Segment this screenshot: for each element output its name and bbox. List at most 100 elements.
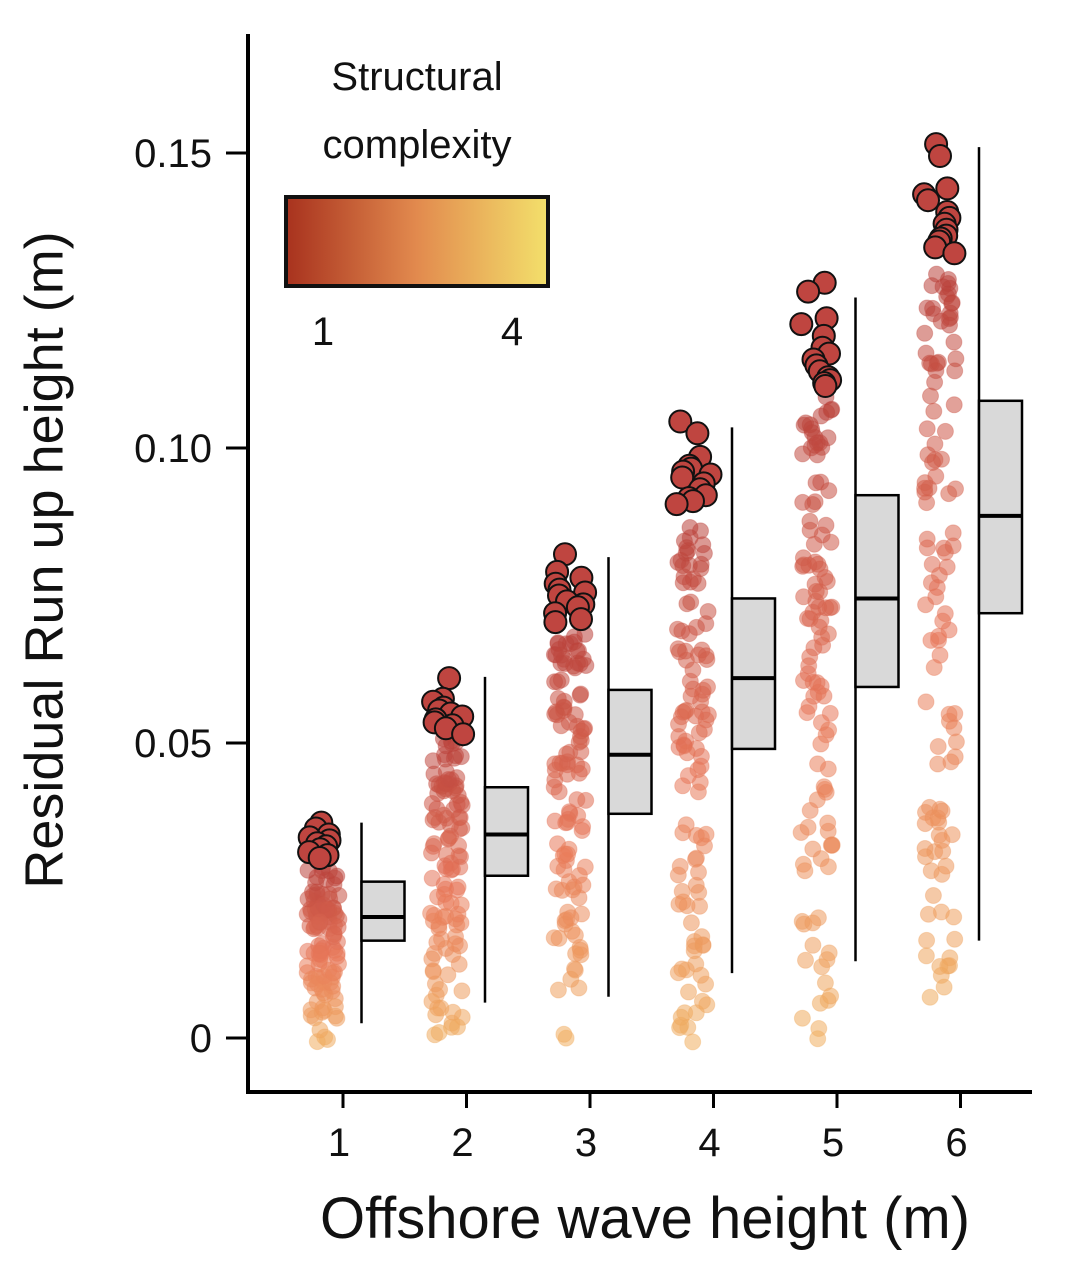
box bbox=[360, 880, 406, 942]
data-point bbox=[669, 866, 687, 884]
data-point bbox=[557, 814, 575, 832]
data-point bbox=[318, 900, 336, 918]
outlier-point bbox=[664, 492, 689, 517]
data-point bbox=[311, 913, 329, 931]
legend-title-line1: Structural bbox=[331, 55, 502, 99]
data-point bbox=[553, 646, 570, 664]
data-point bbox=[918, 420, 936, 438]
data-point bbox=[567, 945, 585, 963]
data-point bbox=[328, 867, 346, 885]
data-point bbox=[329, 918, 347, 936]
data-point bbox=[916, 324, 934, 342]
data-point bbox=[927, 588, 945, 606]
data-point bbox=[550, 929, 568, 947]
data-point bbox=[813, 958, 831, 976]
data-point bbox=[917, 848, 934, 866]
data-point bbox=[449, 787, 467, 804]
data-point bbox=[818, 573, 836, 590]
data-point bbox=[669, 640, 687, 658]
data-point bbox=[570, 642, 587, 660]
data-point bbox=[550, 783, 568, 801]
data-point bbox=[682, 593, 700, 611]
x-tick-label: 6 bbox=[945, 1121, 967, 1165]
data-point bbox=[799, 609, 816, 627]
legend: Structural complexity 1 4 bbox=[284, 55, 550, 354]
data-point bbox=[566, 960, 583, 978]
data-point bbox=[819, 625, 837, 643]
data-point bbox=[674, 893, 692, 911]
data-point bbox=[692, 747, 710, 765]
data-point bbox=[921, 798, 938, 816]
axes bbox=[246, 34, 1032, 1094]
box bbox=[483, 786, 530, 877]
data-point bbox=[429, 999, 447, 1017]
data-point bbox=[452, 748, 470, 766]
data-point bbox=[822, 836, 840, 854]
data-point bbox=[310, 945, 328, 963]
outlier-point bbox=[916, 188, 940, 213]
data-point bbox=[678, 539, 696, 557]
data-point bbox=[681, 519, 699, 536]
data-point bbox=[823, 598, 841, 616]
data-point bbox=[435, 806, 453, 824]
data-point bbox=[690, 863, 707, 881]
data-point bbox=[693, 992, 711, 1010]
data-point bbox=[804, 840, 822, 858]
outlier-point bbox=[935, 176, 960, 201]
data-point bbox=[819, 858, 837, 876]
outlier-point bbox=[789, 312, 814, 337]
y-axis-title: Residual Run up height (m) bbox=[14, 231, 74, 888]
y-tick-label: 0.05 bbox=[134, 722, 212, 766]
data-point bbox=[945, 908, 963, 926]
data-point bbox=[822, 401, 840, 419]
data-point bbox=[424, 752, 442, 770]
data-point bbox=[794, 549, 812, 567]
data-point bbox=[453, 819, 471, 837]
data-point bbox=[682, 687, 700, 705]
data-point bbox=[809, 1030, 827, 1048]
data-point bbox=[682, 914, 700, 932]
data-point bbox=[423, 795, 441, 812]
data-point bbox=[931, 958, 949, 975]
data-point bbox=[939, 271, 957, 288]
data-point bbox=[815, 687, 833, 705]
data-point bbox=[681, 672, 699, 690]
legend-max-label: 4 bbox=[501, 310, 523, 354]
data-point bbox=[946, 930, 964, 948]
data-point bbox=[925, 402, 943, 420]
x-tick-label: 1 bbox=[328, 1121, 350, 1165]
data-point bbox=[559, 845, 577, 863]
data-point bbox=[549, 673, 567, 691]
data-point bbox=[572, 722, 590, 740]
data-point bbox=[573, 760, 591, 778]
x-ticks: 1 2 3 4 5 6 bbox=[328, 1092, 968, 1165]
x-tick-label: 5 bbox=[822, 1121, 844, 1165]
data-point bbox=[307, 874, 325, 892]
data-point bbox=[689, 574, 707, 592]
data-point bbox=[698, 651, 716, 668]
data-point bbox=[822, 987, 840, 1005]
data-point bbox=[917, 693, 935, 711]
data-point bbox=[923, 555, 941, 573]
data-point bbox=[669, 620, 686, 638]
y-ticks: 0 0.05 0.10 0.15 bbox=[134, 132, 248, 1061]
data-point bbox=[812, 735, 830, 753]
data-point bbox=[821, 704, 839, 722]
data-point bbox=[933, 865, 951, 883]
data-point bbox=[795, 915, 813, 933]
data-point bbox=[549, 981, 567, 999]
outliers-layer bbox=[297, 132, 967, 870]
outlier-point bbox=[928, 144, 952, 168]
data-point bbox=[430, 1024, 448, 1041]
data-point bbox=[798, 704, 816, 722]
data-point bbox=[947, 733, 965, 751]
data-point bbox=[926, 435, 944, 453]
data-point bbox=[695, 720, 713, 738]
outlier-point bbox=[796, 279, 821, 304]
data-point bbox=[314, 999, 332, 1017]
data-point bbox=[930, 826, 948, 844]
data-point bbox=[311, 1021, 329, 1039]
data-point bbox=[577, 791, 595, 809]
data-point bbox=[694, 536, 712, 554]
data-point bbox=[680, 983, 697, 1001]
